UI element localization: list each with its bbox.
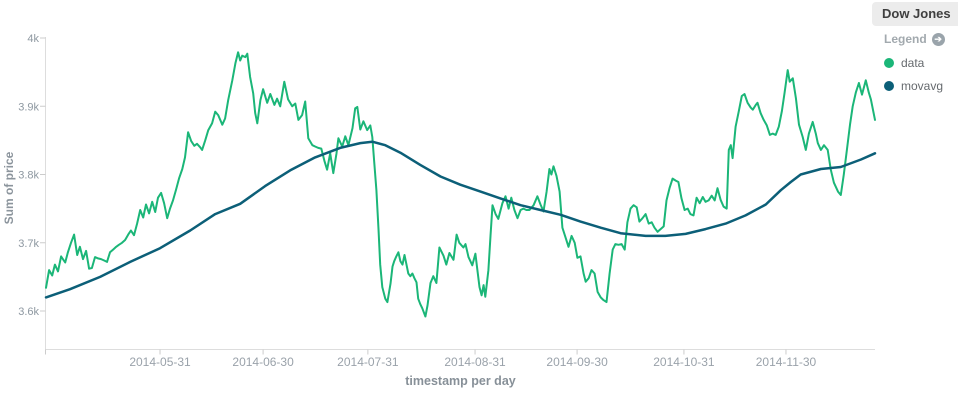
data-series-dot-icon bbox=[884, 58, 894, 68]
legend-item-label: movavg bbox=[901, 79, 944, 93]
legend-title-label: Legend bbox=[884, 32, 927, 46]
x-tick-label: 2014-09-30 bbox=[546, 355, 608, 369]
legend: Legend ➔ data movavg bbox=[884, 31, 945, 93]
x-tick-label: 2014-07-31 bbox=[337, 355, 399, 369]
y-tick-label: 3.8k bbox=[18, 170, 39, 182]
x-axis-title: timestamp per day bbox=[405, 374, 516, 388]
legend-item-label: data bbox=[901, 56, 925, 70]
panel-title: Dow Jones bbox=[872, 2, 958, 26]
legend-item-movavg[interactable]: movavg bbox=[884, 79, 945, 93]
y-tick-label: 3.9k bbox=[18, 101, 39, 113]
x-tick-label: 2014-05-31 bbox=[129, 355, 191, 369]
y-tick-label: 3.6k bbox=[18, 306, 39, 318]
y-tick-label: 4k bbox=[27, 33, 39, 45]
legend-collapse-arrow-icon[interactable]: ➔ bbox=[931, 32, 945, 46]
legend-toggle[interactable]: Legend ➔ bbox=[884, 31, 945, 47]
y-tick-label: 3.7k bbox=[18, 238, 39, 250]
x-tick-label: 2014-08-31 bbox=[444, 355, 506, 369]
movavg-series-dot-icon bbox=[884, 81, 894, 91]
movavg-series-line[interactable] bbox=[44, 140, 877, 299]
y-axis-title: Sum of price bbox=[2, 151, 16, 225]
x-tick-label: 2014-06-30 bbox=[232, 355, 294, 369]
legend-item-data[interactable]: data bbox=[884, 56, 945, 70]
panel-title-text: Dow Jones bbox=[882, 6, 951, 21]
x-tick-label: 2014-10-31 bbox=[653, 355, 715, 369]
x-tick-label: 2014-11-30 bbox=[756, 355, 817, 369]
data-series-line[interactable] bbox=[45, 51, 876, 318]
